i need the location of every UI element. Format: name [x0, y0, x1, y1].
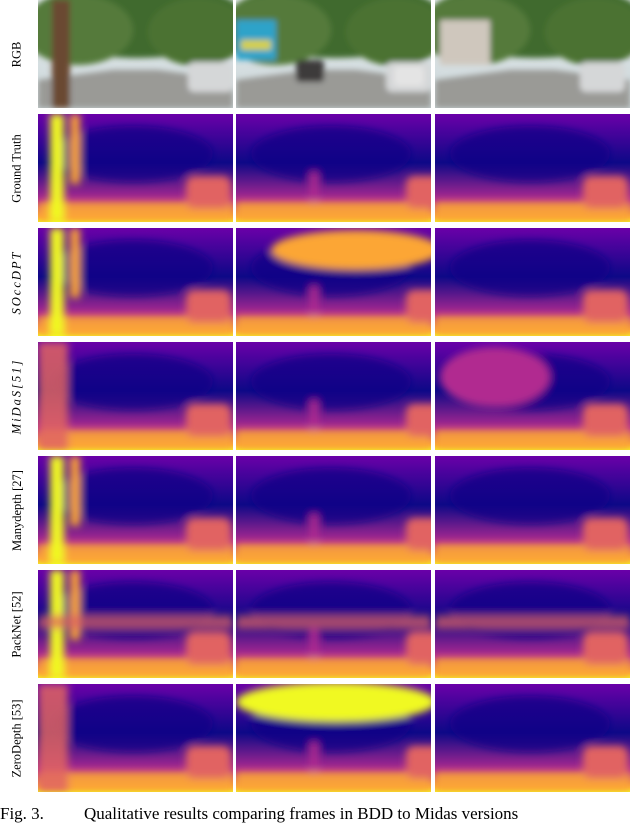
depth-map-midas-col3 — [435, 342, 630, 450]
row-label-text: ZeroDepth [53] — [9, 698, 24, 778]
rgb-image-rgb-col3 — [435, 0, 630, 108]
row-label-text: SOccDPT — [9, 250, 24, 314]
depth-map-manydepth-col3 — [435, 456, 630, 564]
depth-map-ground-truth-col3 — [435, 114, 630, 222]
row-label-text: Ground Truth — [9, 133, 24, 203]
row-label-text: RGB — [9, 41, 24, 67]
figure-caption: Fig. 3. Qualitative results comparing fra… — [0, 804, 640, 824]
caption-text: Qualitative results comparing frames in … — [83, 804, 519, 823]
row-label-zerodepth: ZeroDepth [53] — [0, 684, 34, 792]
row-label-ground-truth: Ground Truth — [0, 114, 34, 222]
depth-map-soccdpt-col1 — [38, 228, 233, 336]
depth-map-packnet-col2 — [236, 570, 431, 678]
qualitative-figure: RGB Ground Truth SOccDPT MiDaS[51] Manydepth… — [0, 0, 630, 792]
row-label-packnet: PackNet [52] — [0, 570, 34, 678]
depth-map-ground-truth-col2 — [236, 114, 431, 222]
depth-map-zerodepth-col2 — [236, 684, 431, 792]
row-label-midas: MiDaS[51] — [0, 342, 34, 450]
row-label-rgb: RGB — [0, 0, 34, 108]
depth-map-manydepth-col1 — [38, 456, 233, 564]
depth-map-midas-col2 — [236, 342, 431, 450]
depth-map-zerodepth-col3 — [435, 684, 630, 792]
rgb-image-rgb-col2 — [236, 0, 431, 108]
depth-map-zerodepth-col1 — [38, 684, 233, 792]
depth-map-ground-truth-col1 — [38, 114, 233, 222]
row-label-text: Manydepth [27] — [9, 469, 24, 551]
depth-map-soccdpt-col2 — [236, 228, 431, 336]
depth-map-packnet-col3 — [435, 570, 630, 678]
depth-map-packnet-col1 — [38, 570, 233, 678]
row-label-text: PackNet [52] — [9, 590, 24, 658]
row-label-manydepth: Manydepth [27] — [0, 456, 34, 564]
row-label-soccdpt: SOccDPT — [0, 228, 34, 336]
depth-map-midas-col1 — [38, 342, 233, 450]
depth-map-manydepth-col2 — [236, 456, 431, 564]
depth-map-soccdpt-col3 — [435, 228, 630, 336]
row-label-text: MiDaS[51] — [9, 358, 24, 434]
rgb-image-rgb-col1 — [38, 0, 233, 108]
caption-label: Fig. 3. — [0, 804, 44, 823]
